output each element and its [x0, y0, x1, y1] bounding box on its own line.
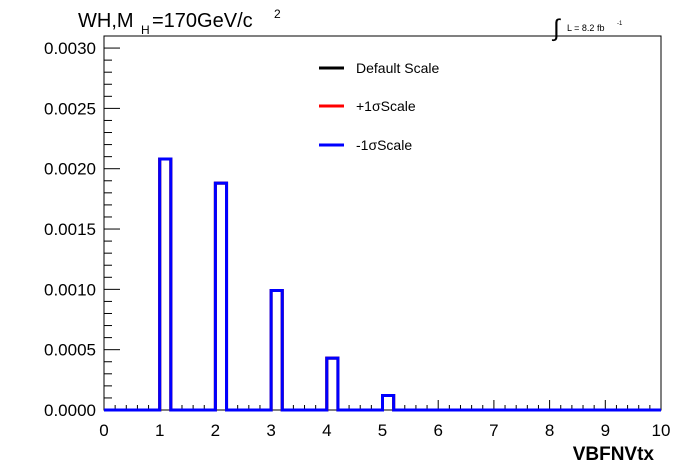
series-line-2: [104, 157, 661, 412]
x-tick-label: 3: [266, 421, 275, 440]
title-suffix: =170GeV/c: [152, 10, 253, 32]
x-tick-label: 6: [433, 421, 442, 440]
x-tick-label: 8: [545, 421, 554, 440]
y-tick-label: 0.0030: [44, 39, 96, 58]
legend: Default Scale +1σScale -1σScale: [319, 60, 439, 153]
y-tick-label: 0.0020: [44, 160, 96, 179]
title-superscript: 2: [274, 7, 281, 21]
x-tick-label: 1: [155, 421, 164, 440]
x-tick-label: 9: [601, 421, 610, 440]
x-axis-title: VBFNVtx: [573, 444, 655, 465]
axes: 0 1 2 3 4 5 6 7 8 9 10 0.0000 0.0005 0.0010 0.0015 0.00…: [44, 35, 671, 440]
y-tick-label: 0.0015: [44, 220, 96, 239]
luminosity-text: L = 8.2 fb: [567, 23, 604, 33]
y-tick-label: 0.0010: [44, 280, 96, 299]
x-tick-label: 0: [99, 421, 108, 440]
chart-title: WH,M H =170GeV/c 2: [78, 7, 281, 37]
integral-symbol: ∫: [551, 15, 561, 42]
y-tick-label: 0.0005: [44, 341, 96, 360]
luminosity-exponent: -1: [617, 21, 623, 27]
x-tick-label: 4: [322, 421, 331, 440]
x-tick-label: 7: [489, 421, 498, 440]
title-prefix: WH,M: [78, 10, 134, 32]
y-tick-label: 0.0025: [44, 99, 96, 118]
series-group: [104, 157, 661, 412]
luminosity-label: ∫ L = 8.2 fb -1: [551, 15, 623, 42]
legend-label-minus1sigma: -1σScale: [356, 137, 412, 153]
x-tick-label: 5: [378, 421, 387, 440]
legend-label-default: Default Scale: [356, 60, 439, 76]
title-subscript: H: [141, 23, 150, 37]
y-tick-label: 0.0000: [44, 401, 96, 420]
x-tick-label: 2: [211, 421, 220, 440]
x-tick-label: 10: [652, 421, 671, 440]
legend-label-plus1sigma: +1σScale: [356, 98, 416, 114]
